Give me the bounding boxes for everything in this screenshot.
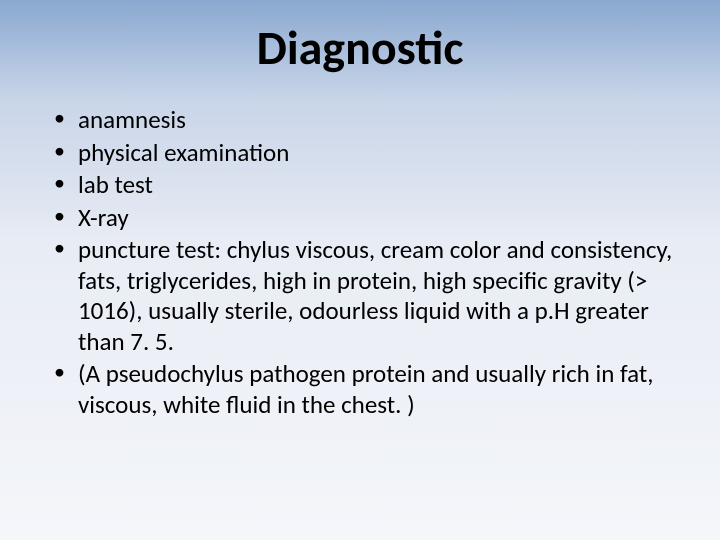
list-item: anamnesis (50, 105, 680, 136)
slide-title: Diagnostic (40, 18, 680, 77)
list-item: (A pseudochylus pathogen protein and usu… (50, 359, 680, 420)
list-item: lab test (50, 170, 680, 201)
list-item: puncture test: chylus viscous, cream col… (50, 235, 680, 357)
slide-content: anamnesis physical examination lab test … (40, 105, 680, 420)
bullet-list: anamnesis physical examination lab test … (50, 105, 680, 420)
list-item: physical examination (50, 138, 680, 169)
slide: Diagnostic anamnesis physical examinatio… (0, 0, 720, 540)
list-item: X-ray (50, 203, 680, 234)
